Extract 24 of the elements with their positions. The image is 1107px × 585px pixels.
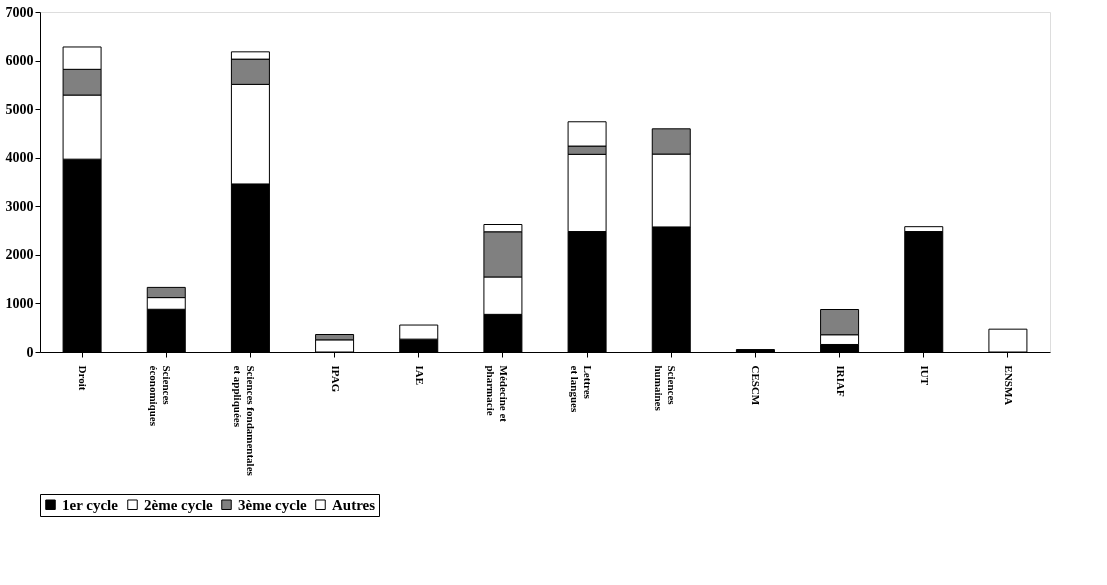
y-tick-label: 7000 — [5, 4, 34, 20]
x-tick-label: ENSMA — [1002, 365, 1015, 406]
legend-label: Autres — [332, 496, 376, 513]
x-tick-label: CESCM — [750, 365, 763, 406]
y-tick-label: 5000 — [5, 101, 34, 117]
x-tick-label: IUT — [918, 365, 931, 386]
y-tick-label: 1000 — [5, 295, 34, 311]
legend-label: 1er cycle — [62, 496, 119, 513]
y-tick-label: 2000 — [5, 247, 34, 263]
y-tick-label: 3000 — [5, 198, 34, 214]
x-tick-label: IPAG — [329, 365, 342, 393]
x-tick-label: Sciences économiques — [148, 365, 174, 427]
x-tick-label: Sciences humaines — [653, 365, 679, 412]
legend-label: 3ème cycle — [238, 496, 308, 513]
y-tick-label: 0 — [26, 344, 34, 360]
y-tick-label: 4000 — [5, 150, 34, 166]
x-tick-label: IRIAF — [834, 365, 847, 397]
x-tick-label: Lettres et langues — [569, 365, 595, 413]
x-tick-label: Sciences fondamentales et appliquées — [232, 365, 258, 477]
x-tick-label: IAE — [413, 365, 426, 386]
y-tick-label: 6000 — [5, 53, 34, 69]
x-tick-label: Droit — [77, 365, 90, 391]
legend-label: 2ème cycle — [144, 496, 214, 513]
x-tick-label: Médecine et pharmacie — [484, 365, 510, 423]
